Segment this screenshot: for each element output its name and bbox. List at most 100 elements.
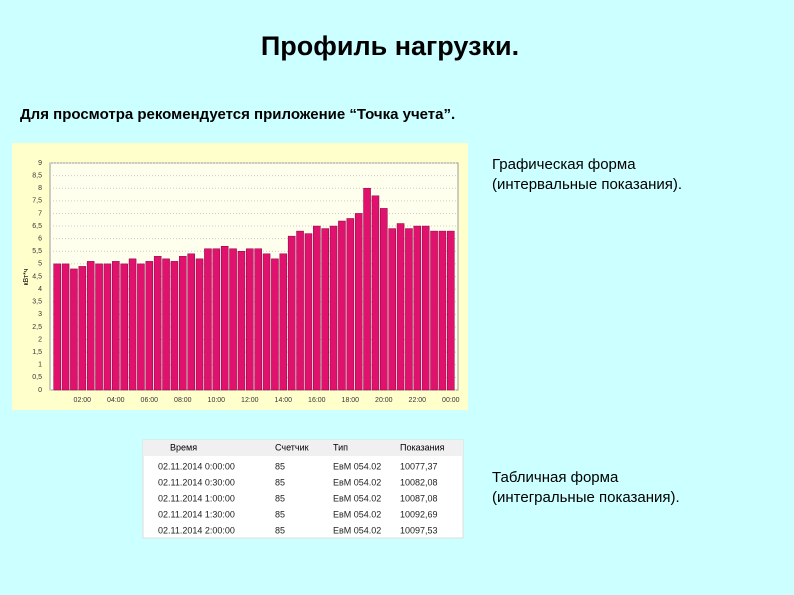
bar — [246, 248, 254, 391]
table-panel — [142, 439, 464, 539]
bar — [321, 228, 329, 391]
table-cell: 10082,08 — [400, 477, 438, 487]
y-tick-label: 7,5 — [32, 198, 42, 205]
bar — [329, 225, 338, 391]
caption: (интервальные показания). — [492, 176, 682, 193]
table-header: Тип — [333, 442, 348, 452]
table-cell: 85 — [275, 493, 285, 503]
y-axis-label: кВт*ч — [23, 268, 30, 285]
table-cell: ЕвМ 054.02 — [333, 461, 381, 471]
x-tick-label: 10:00 — [208, 397, 226, 404]
caption: Табличная форма — [492, 469, 619, 486]
bar — [204, 248, 212, 391]
x-tick-label: 06:00 — [141, 397, 159, 404]
bar — [229, 248, 237, 391]
bar — [363, 187, 371, 391]
table-cell: 10097,53 — [400, 525, 438, 535]
bar — [304, 233, 313, 391]
bar — [262, 253, 271, 391]
bar — [53, 263, 61, 391]
y-tick-label: 4,5 — [32, 273, 42, 280]
bar — [162, 258, 170, 391]
table-header-bg — [143, 440, 463, 456]
bar — [128, 258, 137, 391]
bar — [112, 261, 120, 391]
y-tick-label: 0,5 — [32, 374, 42, 381]
bar — [413, 225, 422, 391]
y-tick-label: 2,5 — [32, 324, 42, 331]
bar — [78, 266, 87, 391]
table-header: Счетчик — [275, 442, 309, 452]
y-tick-label: 0 — [38, 387, 42, 394]
bar — [371, 195, 380, 391]
table-cell: 02.11.2014 1:00:00 — [158, 493, 235, 503]
bar — [271, 258, 279, 391]
bar — [103, 263, 112, 391]
y-tick-label: 6,5 — [32, 223, 42, 230]
caption: (интегральные показания). — [492, 489, 680, 506]
bar — [220, 245, 229, 391]
table-cell: 85 — [275, 477, 285, 487]
table-cell: 10077,37 — [400, 461, 438, 471]
x-tick-label: 14:00 — [275, 397, 293, 404]
table-cell: ЕвМ 054.02 — [333, 525, 381, 535]
bar — [313, 225, 321, 391]
bar — [212, 248, 221, 391]
table-cell: ЕвМ 054.02 — [333, 493, 381, 503]
y-tick-label: 4 — [38, 286, 42, 293]
x-tick-label: 12:00 — [241, 397, 259, 404]
x-tick-label: 18:00 — [342, 397, 360, 404]
bar — [187, 253, 195, 391]
bar — [195, 258, 204, 391]
x-tick-label: 16:00 — [308, 397, 326, 404]
bar — [396, 223, 405, 391]
y-tick-label: 2 — [38, 336, 42, 343]
table-cell: 85 — [275, 509, 285, 519]
title: Профиль нагрузки. — [261, 31, 519, 61]
bar — [438, 230, 447, 391]
bar — [338, 220, 346, 391]
table-header: Показания — [400, 442, 445, 452]
table-cell: 10092,69 — [400, 509, 438, 519]
bar — [279, 253, 288, 391]
y-tick-label: 9 — [38, 160, 42, 167]
table-cell: 02.11.2014 0:00:00 — [158, 461, 235, 471]
table-cell: 02.11.2014 1:30:00 — [158, 509, 235, 519]
bar — [447, 230, 455, 391]
bar — [421, 225, 430, 391]
y-tick-label: 3,5 — [32, 299, 42, 306]
y-tick-label: 8,5 — [32, 172, 42, 179]
y-tick-label: 6 — [38, 236, 42, 243]
table-cell: 85 — [275, 461, 285, 471]
y-tick-label: 3 — [38, 311, 42, 318]
y-tick-label: 5 — [38, 261, 42, 268]
table-cell: 02.11.2014 2:00:00 — [158, 525, 235, 535]
table-cell: 02.11.2014 0:30:00 — [158, 477, 235, 487]
y-tick-label: 7 — [38, 210, 42, 217]
bar — [296, 230, 304, 391]
table-cell: 85 — [275, 525, 285, 535]
x-tick-label: 00:00 — [442, 397, 460, 404]
caption: Графическая форма — [492, 156, 636, 173]
table-cell: 10087,08 — [400, 493, 438, 503]
y-tick-label: 8 — [38, 185, 42, 192]
table-cell: ЕвМ 054.02 — [333, 509, 381, 519]
bar — [388, 228, 396, 391]
x-tick-label: 20:00 — [375, 397, 393, 404]
bar — [153, 256, 162, 391]
x-tick-label: 02:00 — [74, 397, 92, 404]
bar — [86, 261, 95, 391]
bar — [346, 218, 355, 391]
y-tick-label: 5,5 — [32, 248, 42, 255]
y-tick-label: 1,5 — [32, 349, 42, 356]
table-cell: ЕвМ 054.02 — [333, 477, 381, 487]
x-tick-label: 22:00 — [409, 397, 427, 404]
x-tick-label: 04:00 — [107, 397, 125, 404]
subtitle: Для просмотра рекомендуется приложение “… — [20, 106, 455, 123]
x-tick-label: 08:00 — [174, 397, 192, 404]
bar — [354, 213, 363, 391]
bar — [61, 263, 70, 391]
bar — [287, 235, 296, 391]
